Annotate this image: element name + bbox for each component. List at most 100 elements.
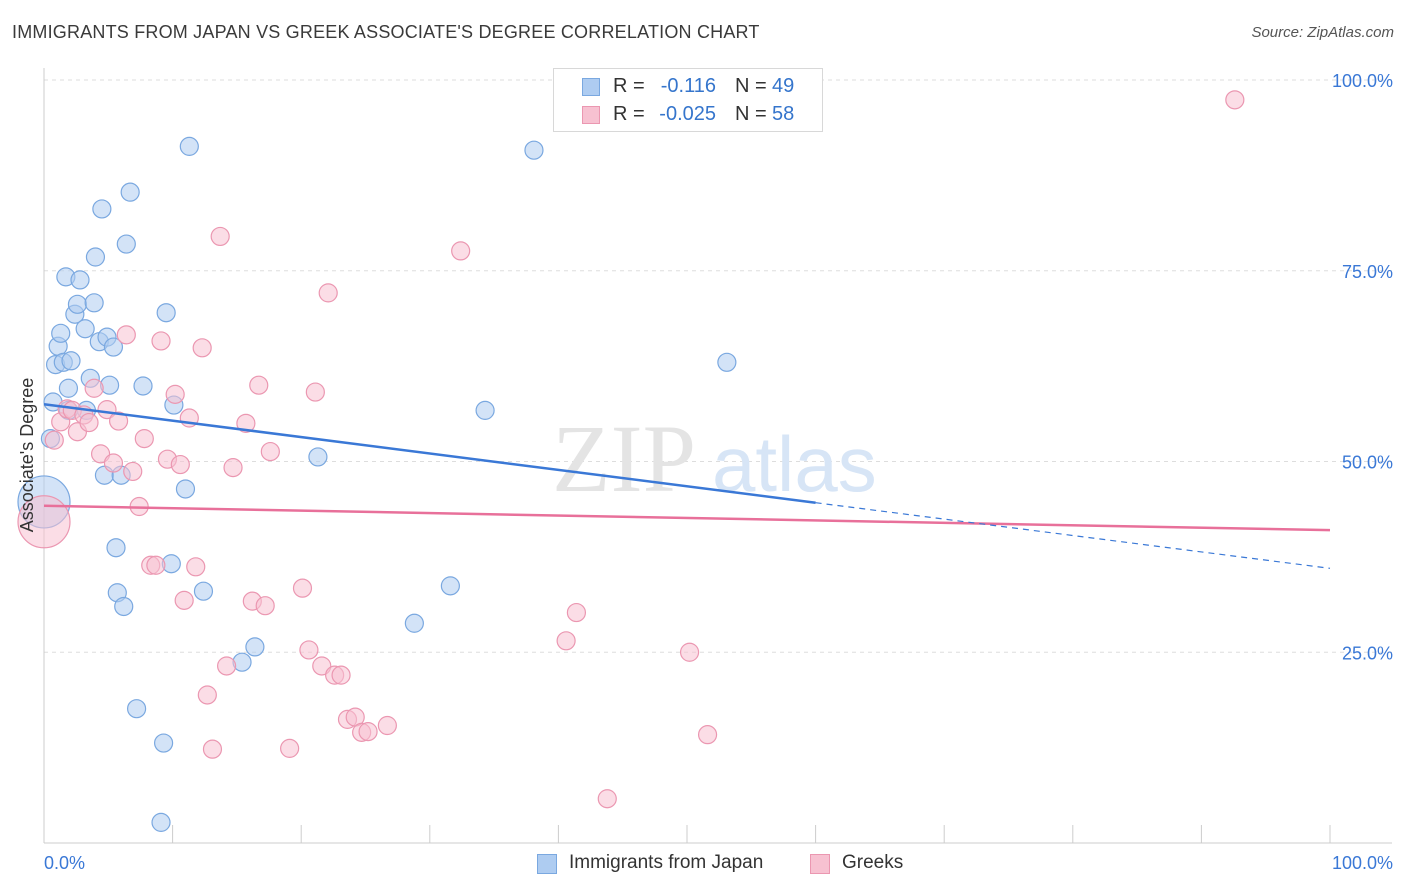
- japan-point: [51, 323, 71, 343]
- greek-trend-line: [43, 504, 1331, 532]
- axes: [43, 68, 1392, 844]
- greek-point: [165, 384, 185, 404]
- japan-point: [120, 182, 140, 202]
- greek-point: [1225, 90, 1245, 110]
- japan-point: [308, 447, 328, 467]
- greek-point: [210, 226, 230, 247]
- japan-point: [156, 303, 176, 323]
- watermark-zip: ZIP: [552, 405, 696, 512]
- greek-point: [255, 596, 275, 616]
- japan-point: [175, 479, 196, 499]
- japan-swatch: [537, 854, 557, 874]
- greek-point: [697, 725, 718, 745]
- n-value: 58: [772, 103, 795, 125]
- japan-point: [84, 293, 104, 313]
- watermark: ZIP atlas: [552, 405, 877, 512]
- legend-label-japan: Immigrants from Japan: [569, 852, 764, 873]
- japan-point: [151, 812, 171, 832]
- y-tick-label: 75.0%: [1342, 262, 1393, 282]
- trend-lines: [43, 403, 1331, 569]
- r-label: R =: [613, 103, 645, 125]
- greek-point: [192, 338, 212, 358]
- greek-swatch: [582, 106, 600, 124]
- r-label: R =: [613, 75, 645, 97]
- japan-point: [70, 270, 90, 290]
- greek-point: [280, 738, 300, 758]
- greek-point: [197, 685, 217, 705]
- greek-point: [556, 631, 576, 651]
- japan-point: [440, 576, 460, 596]
- greek-point: [249, 375, 269, 395]
- japan-point: [114, 596, 134, 617]
- x-tick-label: 0.0%: [44, 853, 85, 873]
- greek-point: [108, 411, 129, 431]
- greek-point: [260, 441, 280, 462]
- greek-point: [116, 325, 136, 345]
- japan-point: [67, 294, 88, 314]
- japan-point: [75, 319, 95, 339]
- greek-point: [292, 578, 313, 598]
- greek-point: [377, 715, 397, 736]
- japan-point: [58, 378, 79, 398]
- japan-point: [103, 337, 124, 357]
- greek-point: [451, 241, 471, 261]
- japan-point: [524, 140, 544, 160]
- series-legend: Immigrants from Japan Greeks: [0, 852, 1406, 878]
- greek-point: [84, 378, 104, 398]
- greek-point: [223, 458, 243, 478]
- japan-point: [475, 400, 495, 420]
- greek-point: [146, 555, 166, 575]
- y-tick-label: 50.0%: [1342, 453, 1393, 473]
- greek-point: [236, 413, 256, 433]
- source-label: Source: ZipAtlas.com: [1251, 24, 1394, 41]
- greek-point: [151, 331, 171, 351]
- greek-point: [597, 789, 617, 809]
- japan-point: [404, 613, 424, 633]
- greek-point: [331, 665, 351, 685]
- greek-point: [44, 430, 64, 450]
- japan-point: [85, 247, 106, 267]
- greek-point: [305, 382, 325, 402]
- y-tick-label: 25.0%: [1342, 643, 1393, 663]
- n-label: N =: [735, 103, 767, 125]
- greek-point: [358, 722, 378, 742]
- n-value: 49: [772, 75, 795, 97]
- watermark-atlas: atlas: [712, 420, 877, 508]
- japan-trend-line: [43, 403, 816, 504]
- japan-point: [92, 199, 112, 219]
- japan-point: [245, 637, 265, 657]
- legend-row-japan: R = -0.116 N = 49: [554, 72, 822, 100]
- x-tick-label: 100.0%: [1332, 853, 1393, 873]
- legend-row-greek: R = -0.025 N = 58: [554, 100, 822, 128]
- correlation-legend: R = -0.116 N = 49 R = -0.025 N = 58: [553, 68, 823, 132]
- japan-point: [61, 351, 81, 371]
- greek-point: [217, 656, 237, 676]
- r-value: -0.116: [660, 75, 716, 97]
- greek-point: [679, 642, 700, 662]
- y-axis-label: Associate's Degree: [17, 378, 37, 533]
- series-greek-points: [17, 70, 1245, 809]
- y-tick-label: 100.0%: [1332, 71, 1393, 91]
- japan-point: [106, 538, 126, 558]
- greek-point: [103, 453, 124, 473]
- japan-swatch: [582, 78, 600, 96]
- chart-title: IMMIGRANTS FROM JAPAN VS GREEK ASSOCIATE…: [12, 22, 760, 42]
- greek-point: [17, 495, 71, 549]
- greek-point: [202, 739, 223, 759]
- japan-point: [153, 733, 174, 753]
- tick-labels: 25.0% 50.0% 75.0% 100.0% 0.0% 100.0%: [44, 71, 1393, 873]
- japan-point: [717, 352, 737, 372]
- greek-point: [566, 602, 587, 623]
- greek-point: [170, 454, 190, 475]
- legend-label-greek: Greeks: [842, 852, 904, 873]
- japan-point: [193, 581, 214, 601]
- greek-point: [123, 461, 143, 482]
- greek-point: [134, 429, 154, 449]
- japan-point: [179, 136, 199, 156]
- japan-point: [116, 234, 136, 254]
- japan-trend-line-extension: [815, 502, 1331, 569]
- n-label: N =: [735, 75, 767, 97]
- gridlines: [44, 79, 1392, 653]
- greek-point: [299, 640, 319, 660]
